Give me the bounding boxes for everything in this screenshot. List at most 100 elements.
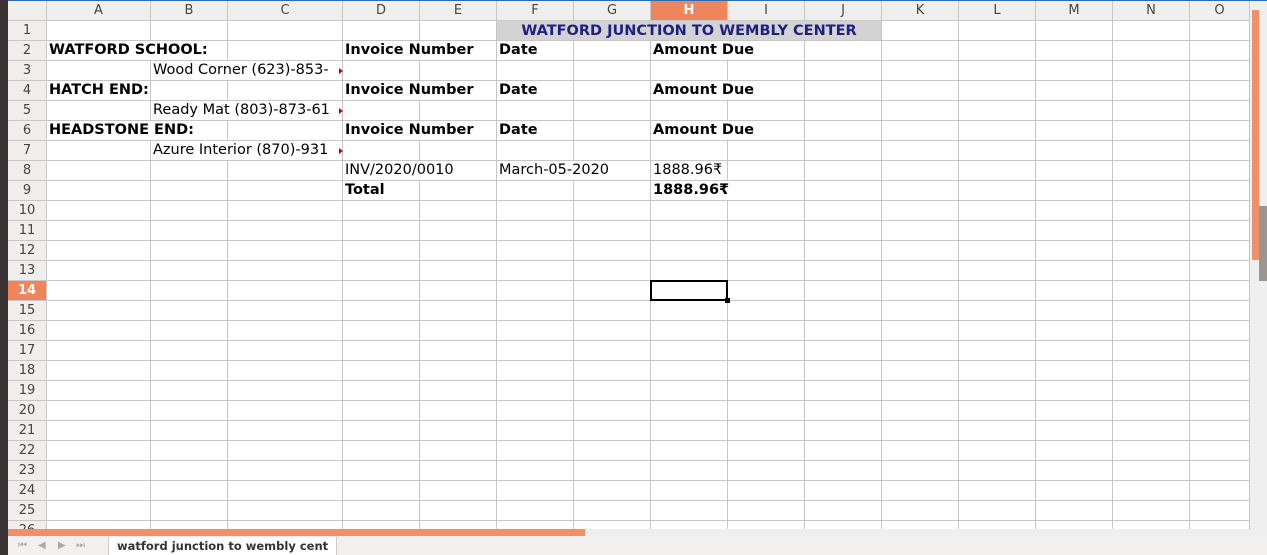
cell-m21[interactable] [1036,421,1113,441]
cell-h12[interactable] [651,241,728,261]
cell-k1[interactable] [882,21,959,41]
cell-k19[interactable] [882,381,959,401]
cell-k18[interactable] [882,361,959,381]
row-header-24[interactable]: 24 [8,481,47,501]
cell-n26[interactable] [1113,521,1190,529]
cell-e25[interactable] [420,501,497,521]
vertical-scrollbar[interactable] [1250,1,1267,529]
row-header-7[interactable]: 7 [8,141,47,161]
cell-o11[interactable] [1190,221,1250,241]
cell-m20[interactable] [1036,401,1113,421]
cell-c13[interactable] [228,261,343,281]
cell-e3[interactable] [420,61,497,81]
cell-a24[interactable] [47,481,151,501]
horizontal-scrollbar[interactable] [8,529,1267,537]
cell-b19[interactable] [151,381,228,401]
cell-j24[interactable] [805,481,882,501]
row-header-17[interactable]: 17 [8,341,47,361]
cell-g10[interactable] [574,201,651,221]
cell-n24[interactable] [1113,481,1190,501]
cell-l4[interactable] [959,81,1036,101]
cell-m11[interactable] [1036,221,1113,241]
cell-f15[interactable] [497,301,574,321]
cell-f22[interactable] [497,441,574,461]
vertical-scroll-thumb[interactable] [1252,10,1259,260]
cell-g21[interactable] [574,421,651,441]
column-header-o[interactable]: O [1190,1,1250,21]
cell-d24[interactable] [343,481,420,501]
cell-n23[interactable] [1113,461,1190,481]
cell-e18[interactable] [420,361,497,381]
row-header-15[interactable]: 15 [8,301,47,321]
row-header-12[interactable]: 12 [8,241,47,261]
cell-i22[interactable] [728,441,805,461]
cell-h25[interactable] [651,501,728,521]
cell-i6[interactable] [728,121,805,141]
cell-d16[interactable] [343,321,420,341]
cell-j5[interactable] [805,101,882,121]
cell-c11[interactable] [228,221,343,241]
cell-b8[interactable] [151,161,228,181]
cell-l23[interactable] [959,461,1036,481]
cell-b10[interactable] [151,201,228,221]
cell-m25[interactable] [1036,501,1113,521]
cell-l16[interactable] [959,321,1036,341]
row-header-8[interactable]: 8 [8,161,47,181]
cell-j25[interactable] [805,501,882,521]
cell-g13[interactable] [574,261,651,281]
cell-m22[interactable] [1036,441,1113,461]
cell-h15[interactable] [651,301,728,321]
cell-d19[interactable] [343,381,420,401]
cell-m16[interactable] [1036,321,1113,341]
cell-c25[interactable] [228,501,343,521]
row-header-20[interactable]: 20 [8,401,47,421]
cell-i19[interactable] [728,381,805,401]
cell-j26[interactable] [805,521,882,529]
cell-m23[interactable] [1036,461,1113,481]
cell-e4[interactable] [420,81,497,101]
row-header-3[interactable]: 3 [8,61,47,81]
cell-e19[interactable] [420,381,497,401]
cell-b6[interactable] [151,121,228,141]
cell-o10[interactable] [1190,201,1250,221]
cell-a23[interactable] [47,461,151,481]
cell-b12[interactable] [151,241,228,261]
cell-k25[interactable] [882,501,959,521]
cell-j9[interactable] [805,181,882,201]
cell-m9[interactable] [1036,181,1113,201]
cell-o13[interactable] [1190,261,1250,281]
cell-c1[interactable] [228,21,343,41]
cell-j8[interactable] [805,161,882,181]
cell-e23[interactable] [420,461,497,481]
cell-k21[interactable] [882,421,959,441]
row-header-22[interactable]: 22 [8,441,47,461]
cell-b16[interactable] [151,321,228,341]
cell-m24[interactable] [1036,481,1113,501]
cell-d10[interactable] [343,201,420,221]
cell-i21[interactable] [728,421,805,441]
cell-g5[interactable] [574,101,651,121]
cell-k3[interactable] [882,61,959,81]
cell-n19[interactable] [1113,381,1190,401]
cell-j12[interactable] [805,241,882,261]
cell-h8[interactable] [651,161,728,181]
cell-l8[interactable] [959,161,1036,181]
cell-g7[interactable] [574,141,651,161]
cell-i12[interactable] [728,241,805,261]
cell-c4[interactable] [228,81,343,101]
cell-f12[interactable] [497,241,574,261]
cell-f26[interactable] [497,521,574,529]
cell-o15[interactable] [1190,301,1250,321]
cell-a15[interactable] [47,301,151,321]
cell-k23[interactable] [882,461,959,481]
sidebar-toggle-handle[interactable] [1259,206,1267,281]
cell-m14[interactable] [1036,281,1113,301]
cell-b17[interactable] [151,341,228,361]
row-header-1[interactable]: 1 [8,21,47,41]
cell-i17[interactable] [728,341,805,361]
spreadsheet-grid[interactable]: A B C D E F G H I J K L M N O 1 2 3 4 5 6 7 8 9 10 11 12 13 14 15 16 17… [8,1,1250,529]
cell-l7[interactable] [959,141,1036,161]
cell-d13[interactable] [343,261,420,281]
cell-h13[interactable] [651,261,728,281]
cell-m19[interactable] [1036,381,1113,401]
